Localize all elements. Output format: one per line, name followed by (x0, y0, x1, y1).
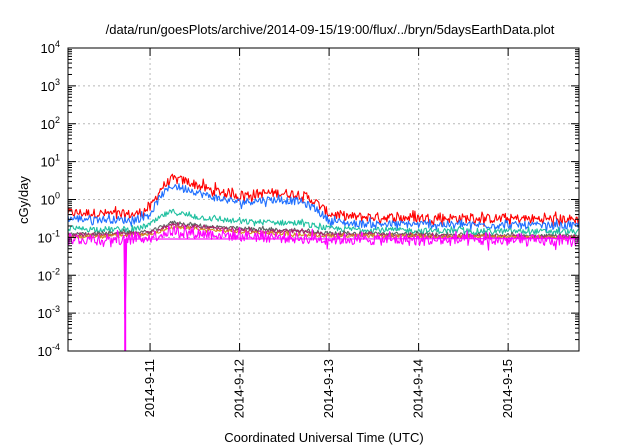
x-axis: 2014-9-11 2014-9-12 2014-9-13 2014-9-14 2014… (142, 48, 515, 418)
y-tick-label: 10-1 (38, 228, 60, 245)
y-axis: 10-4 10-3 10-2 10-1 100 101 102 103 104 (38, 39, 579, 359)
x-tick-label: 2014-9-15 (500, 359, 515, 418)
y-tick-label: 10-2 (38, 266, 60, 283)
x-axis-label: Coordinated Universal Time (UTC) (224, 430, 423, 445)
y-axis-label: cGy/day (16, 176, 31, 224)
series-line (67, 221, 580, 241)
series-group (67, 173, 580, 351)
y-tick-label: 104 (41, 39, 60, 56)
x-tick-label: 2014-9-13 (321, 359, 336, 418)
series-line (67, 225, 580, 319)
x-tick-label: 2014-9-11 (142, 359, 157, 417)
chart-title: /data/run/goesPlots/archive/2014-09-15/1… (106, 22, 555, 37)
grid (68, 48, 579, 351)
y-tick-label: 100 (41, 191, 60, 208)
y-tick-label: 101 (41, 153, 60, 170)
series-line (67, 208, 580, 237)
y-tick-label: 102 (41, 115, 60, 132)
series-line (67, 173, 580, 228)
series-line (67, 183, 580, 233)
y-tick-label: 10-3 (38, 304, 60, 321)
x-tick-label: 2014-9-14 (411, 359, 426, 418)
y-tick-label: 103 (41, 77, 60, 94)
x-tick-label: 2014-9-12 (232, 359, 247, 418)
series-line (67, 225, 580, 241)
y-tick-label: 10-4 (38, 342, 60, 359)
